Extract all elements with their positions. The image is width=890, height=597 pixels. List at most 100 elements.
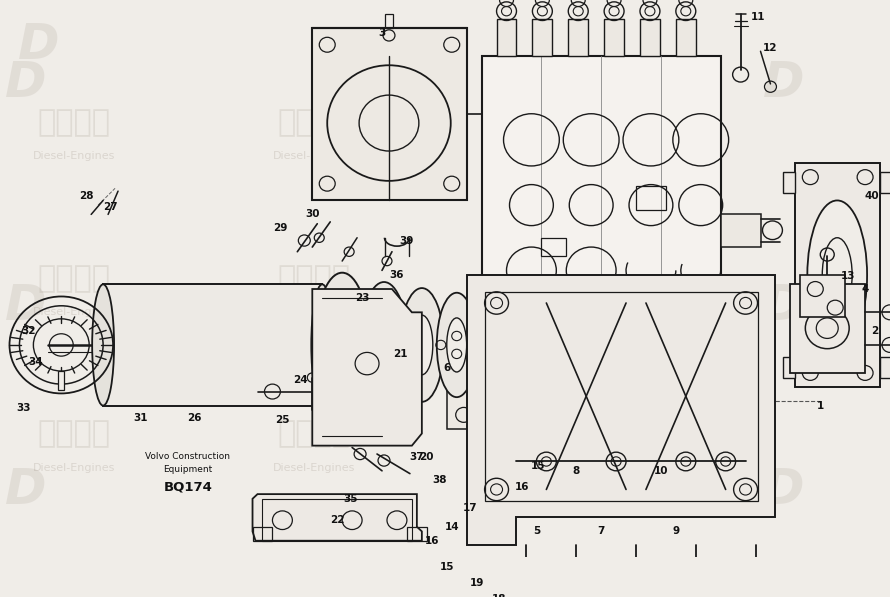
Ellipse shape [315, 273, 369, 417]
Bar [790, 284, 865, 373]
Text: D: D [763, 60, 805, 107]
Ellipse shape [371, 309, 397, 381]
Text: Diesel-Engines: Diesel-Engines [33, 151, 116, 161]
Text: 紫发动力: 紫发动力 [516, 264, 590, 293]
Text: 14: 14 [444, 522, 459, 532]
Text: 32: 32 [21, 326, 36, 336]
Text: 13: 13 [841, 271, 855, 281]
Text: 37: 37 [409, 452, 425, 462]
Text: 紫发动力: 紫发动力 [278, 108, 351, 137]
Polygon shape [253, 494, 422, 541]
Text: 23: 23 [355, 293, 369, 303]
Text: D: D [18, 20, 60, 69]
Ellipse shape [400, 288, 444, 402]
Text: 6: 6 [443, 363, 450, 373]
Bar [312, 28, 466, 201]
Text: Diesel-Engines: Diesel-Engines [272, 151, 355, 161]
Text: 15: 15 [531, 461, 546, 471]
Text: 24: 24 [293, 376, 308, 386]
Text: 19: 19 [469, 578, 484, 587]
Bar [800, 275, 846, 317]
Text: D: D [5, 466, 46, 514]
Text: 15: 15 [440, 562, 454, 572]
Bar [497, 19, 516, 56]
Bar [783, 357, 796, 377]
Text: 16: 16 [515, 482, 530, 492]
Text: 25: 25 [275, 414, 289, 424]
Text: D: D [5, 60, 46, 107]
Text: 18: 18 [492, 595, 506, 597]
Text: Diesel-Engines: Diesel-Engines [512, 307, 595, 316]
Bar [532, 19, 553, 56]
Ellipse shape [411, 315, 433, 375]
Text: 36: 36 [390, 270, 404, 280]
Text: 11: 11 [751, 12, 765, 21]
Text: 22: 22 [330, 515, 344, 525]
Text: Diesel-Engines: Diesel-Engines [272, 463, 355, 473]
Bar [263, 498, 412, 541]
Text: 34: 34 [28, 357, 43, 367]
Text: 35: 35 [343, 494, 358, 504]
Text: Diesel-Engines: Diesel-Engines [512, 463, 595, 473]
Text: Diesel-Engines: Diesel-Engines [512, 151, 595, 161]
Text: 16: 16 [425, 536, 439, 546]
Text: 30: 30 [305, 210, 320, 220]
Text: D: D [5, 282, 46, 330]
Text: Diesel-Engines: Diesel-Engines [33, 463, 116, 473]
Text: 2: 2 [871, 326, 878, 336]
Ellipse shape [447, 318, 466, 372]
Ellipse shape [437, 293, 477, 397]
Text: 1: 1 [817, 401, 824, 411]
Text: 4: 4 [862, 284, 869, 294]
Bar [407, 527, 427, 541]
Ellipse shape [807, 201, 867, 350]
Text: 26: 26 [188, 413, 202, 423]
Text: 17: 17 [462, 503, 477, 513]
Text: 紫发动力: 紫发动力 [278, 420, 351, 448]
Text: 9: 9 [672, 527, 679, 537]
Bar [880, 173, 890, 193]
Text: 3: 3 [378, 27, 385, 38]
Text: 7: 7 [597, 527, 605, 537]
Ellipse shape [93, 284, 114, 405]
Bar [481, 56, 721, 457]
Ellipse shape [312, 284, 333, 405]
Bar [796, 163, 880, 387]
Text: 20: 20 [419, 452, 434, 462]
Text: 紫发动力: 紫发动力 [38, 420, 111, 448]
Text: D: D [763, 282, 805, 330]
Text: Diesel-Engines: Diesel-Engines [272, 307, 355, 316]
Bar [253, 527, 272, 541]
Text: 33: 33 [16, 404, 30, 413]
Text: D: D [763, 466, 805, 514]
Bar [640, 19, 659, 56]
Text: 31: 31 [134, 413, 149, 423]
Bar [103, 284, 322, 405]
Text: 紫发动力: 紫发动力 [38, 108, 111, 137]
Bar [385, 14, 393, 28]
Text: 29: 29 [273, 223, 287, 233]
Bar [541, 238, 566, 256]
Bar [676, 19, 696, 56]
Bar [569, 19, 588, 56]
Text: 紫发动力: 紫发动力 [278, 264, 351, 293]
Polygon shape [312, 289, 422, 445]
Bar [604, 19, 624, 56]
Bar [447, 317, 481, 429]
Text: 40: 40 [865, 191, 879, 201]
Text: 10: 10 [653, 466, 668, 476]
Text: 8: 8 [572, 466, 580, 476]
Text: 39: 39 [400, 236, 414, 245]
Bar [58, 371, 64, 390]
Text: 38: 38 [433, 475, 447, 485]
Text: 5: 5 [533, 527, 540, 537]
Bar [484, 292, 757, 501]
Text: 紫发动力: 紫发动力 [516, 108, 590, 137]
Text: 21: 21 [392, 349, 408, 359]
Text: Volvo Construction: Volvo Construction [145, 453, 231, 461]
Text: Diesel-Engines: Diesel-Engines [33, 307, 116, 316]
Text: 紫发动力: 紫发动力 [38, 264, 111, 293]
Text: 27: 27 [102, 202, 117, 212]
Bar [880, 357, 890, 377]
Text: BQ174: BQ174 [164, 480, 212, 493]
